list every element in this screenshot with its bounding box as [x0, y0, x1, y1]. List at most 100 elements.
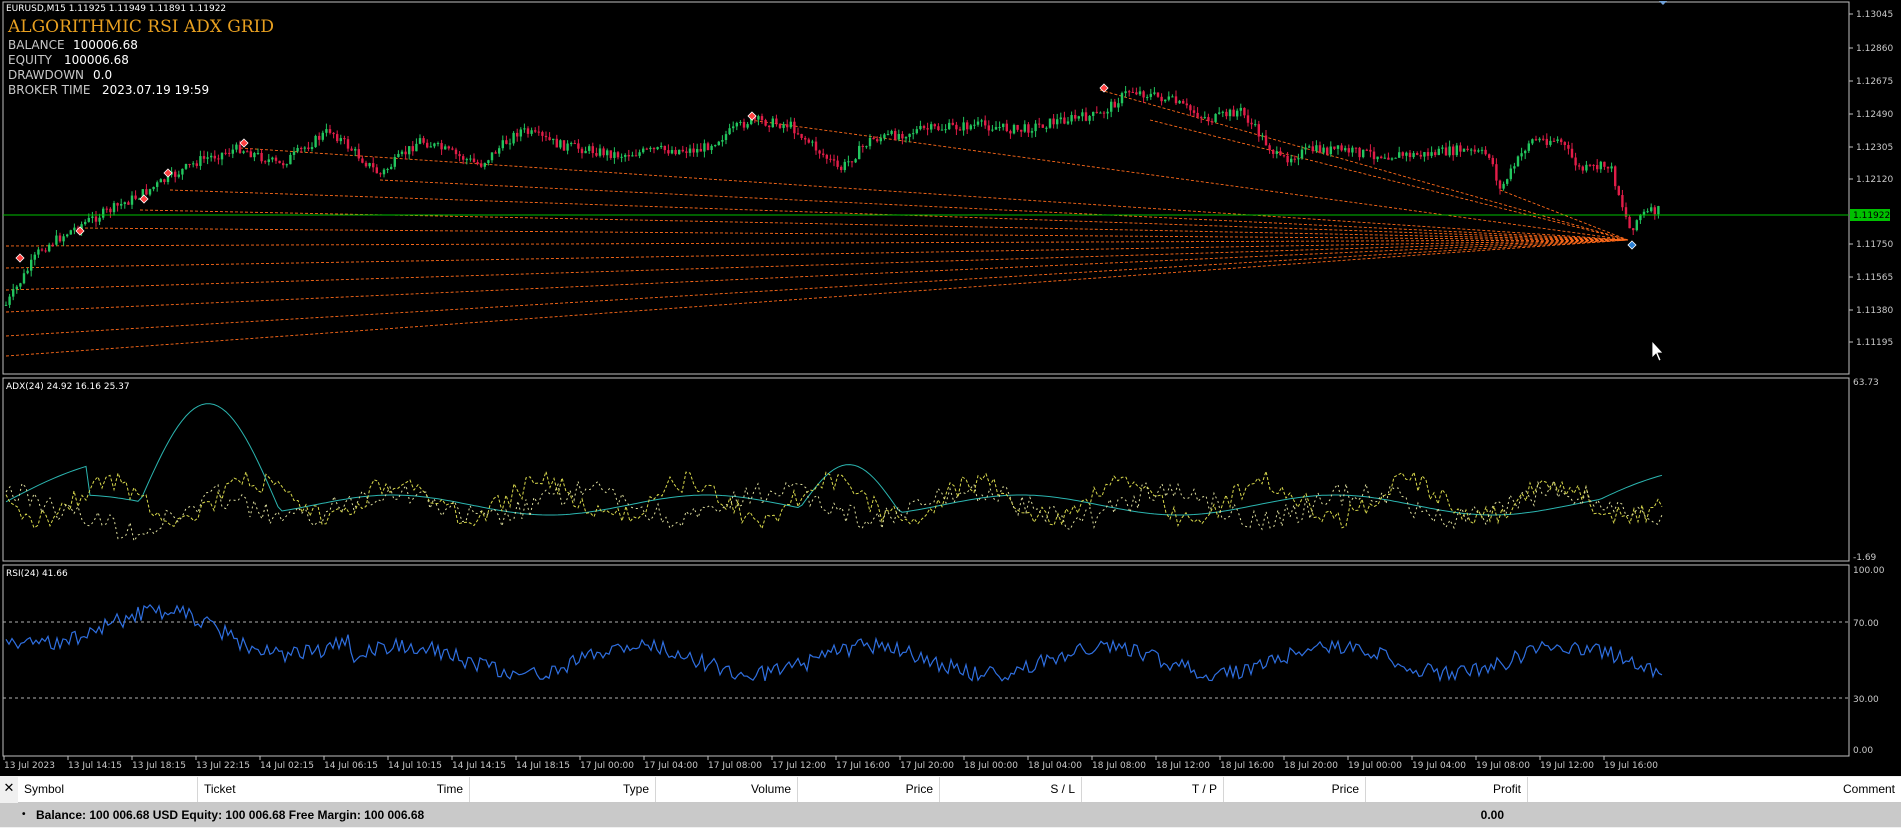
candle-body — [1182, 100, 1185, 104]
col-sl[interactable]: S / L — [940, 777, 1082, 802]
candle-body — [1531, 139, 1534, 144]
candle-body — [818, 150, 821, 154]
candle-body — [1146, 96, 1149, 98]
candle-body — [696, 148, 699, 153]
candle-body — [1171, 96, 1174, 98]
adx-pane[interactable] — [2, 377, 1850, 562]
candle-body — [1117, 103, 1120, 108]
candle-body — [235, 144, 238, 150]
candle-body — [1275, 151, 1278, 154]
candle-body — [256, 152, 260, 154]
candle-body — [69, 230, 72, 235]
rsi-line — [5, 604, 1663, 683]
candle-body — [44, 250, 47, 252]
candle-body — [1520, 153, 1523, 157]
grid-level-line — [5, 239, 1629, 291]
col-profit[interactable]: Profit — [1366, 777, 1528, 802]
candle-body — [753, 116, 756, 120]
candle-body — [163, 179, 166, 183]
col-volume[interactable]: Volume — [656, 777, 798, 802]
candle-body — [40, 249, 44, 251]
candle-body — [1383, 157, 1386, 159]
col-price-current[interactable]: Price — [1224, 777, 1366, 802]
candle-body — [1257, 124, 1260, 137]
candle-body — [440, 143, 443, 150]
candle-body — [894, 130, 897, 140]
candle-body — [1498, 180, 1502, 189]
candle-body — [616, 152, 620, 158]
candle-body — [717, 141, 720, 146]
candle-body — [1322, 147, 1325, 153]
candle-body — [516, 132, 519, 137]
rsi-pane[interactable] — [2, 564, 1850, 757]
close-icon[interactable]: ✕ — [3, 780, 15, 795]
candle-body — [303, 147, 306, 149]
candle-body — [732, 126, 735, 129]
candle-body — [1614, 166, 1617, 187]
candle-body — [559, 140, 562, 148]
candle-body — [1480, 149, 1484, 151]
grid-level-line — [239, 147, 1629, 241]
buy-arrow-icon — [1627, 240, 1637, 250]
candle-body — [847, 161, 850, 163]
candle-body — [1261, 135, 1264, 137]
candle-body — [422, 138, 425, 143]
candle-body — [1232, 109, 1235, 117]
candle-body — [699, 148, 702, 152]
time-tick-label: 18 Jul 12:00 — [1156, 761, 1210, 771]
candle-body — [825, 154, 828, 159]
time-tick-label: 14 Jul 10:15 — [388, 761, 442, 771]
candle-body — [1592, 164, 1595, 166]
candle-body — [584, 150, 587, 154]
candle-body — [854, 159, 857, 163]
candle-body — [1153, 92, 1156, 94]
col-tp[interactable]: T / P — [1082, 777, 1224, 802]
candle-body — [58, 235, 62, 242]
candle-body — [148, 189, 152, 195]
candle-body — [692, 148, 695, 153]
grid-level-line — [5, 239, 1629, 337]
candle-body — [87, 217, 90, 222]
drawdown-label: DRAWDOWN — [8, 68, 84, 82]
candle-body — [4, 304, 8, 306]
sell-arrow-icon — [139, 194, 149, 204]
balance-summary-row[interactable]: • Balance: 100 006.68 USD Equity: 100 00… — [0, 803, 1901, 827]
candle-body — [955, 124, 958, 130]
candle-body — [1556, 139, 1559, 141]
candle-body — [1538, 138, 1541, 141]
candle-body — [1196, 112, 1199, 118]
col-price[interactable]: Price — [798, 777, 940, 802]
time-tick-label: 18 Jul 20:00 — [1284, 761, 1338, 771]
candle-body — [1628, 216, 1631, 229]
candle-body — [292, 151, 296, 155]
col-time[interactable]: Time — [350, 777, 470, 802]
candle-body — [141, 189, 144, 199]
candle-body — [350, 148, 353, 151]
price-pane[interactable] — [2, 1, 1850, 375]
candle-body — [1452, 146, 1455, 156]
candle-body — [1326, 147, 1329, 155]
col-symbol[interactable]: Symbol — [18, 777, 198, 802]
candle-body — [238, 144, 242, 153]
candle-body — [1423, 152, 1426, 157]
candle-body — [1293, 158, 1296, 160]
time-tick-label: 17 Jul 12:00 — [772, 761, 826, 771]
candle-body — [793, 121, 796, 134]
grid-level-line — [379, 179, 1629, 241]
candle-body — [1502, 183, 1505, 189]
candle-body — [1398, 152, 1401, 158]
time-tick-label: 17 Jul 04:00 — [644, 761, 698, 771]
grid-level-line — [169, 189, 1629, 241]
candle-body — [1081, 112, 1084, 117]
candle-body — [480, 163, 483, 167]
col-type[interactable]: Type — [470, 777, 656, 802]
col-comment[interactable]: Comment — [1842, 782, 1895, 796]
chart-window[interactable]: EURUSD,M15 1.11925 1.11949 1.11891 1.119… — [0, 0, 1901, 776]
adx-axis-max: 63.73 — [1853, 378, 1879, 388]
time-tick-label: 14 Jul 02:15 — [260, 761, 314, 771]
candle-body — [804, 137, 807, 140]
candle-body — [1585, 164, 1588, 171]
candle-body — [8, 296, 11, 305]
candle-body — [318, 135, 321, 140]
candle-body — [1578, 165, 1581, 167]
